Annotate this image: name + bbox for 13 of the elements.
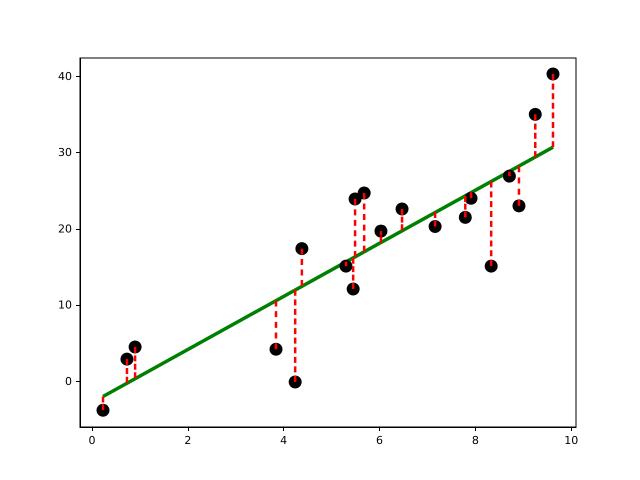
x-tick-label: 10 xyxy=(564,434,578,447)
y-tick-label: 40 xyxy=(58,70,72,83)
y-tick-label: 0 xyxy=(65,374,72,388)
point xyxy=(339,260,352,273)
x-tick-label: 0 xyxy=(88,434,96,447)
y-tick-label: 30 xyxy=(58,146,72,160)
x-tick-label: 4 xyxy=(280,434,288,447)
y-tick-label: 20 xyxy=(58,222,72,236)
point xyxy=(502,170,516,183)
x-tick-label: 8 xyxy=(472,434,479,447)
y-tick-label: 10 xyxy=(58,298,72,312)
x-tick-label: 6 xyxy=(376,434,384,447)
x-tick-label: 2 xyxy=(184,434,192,447)
